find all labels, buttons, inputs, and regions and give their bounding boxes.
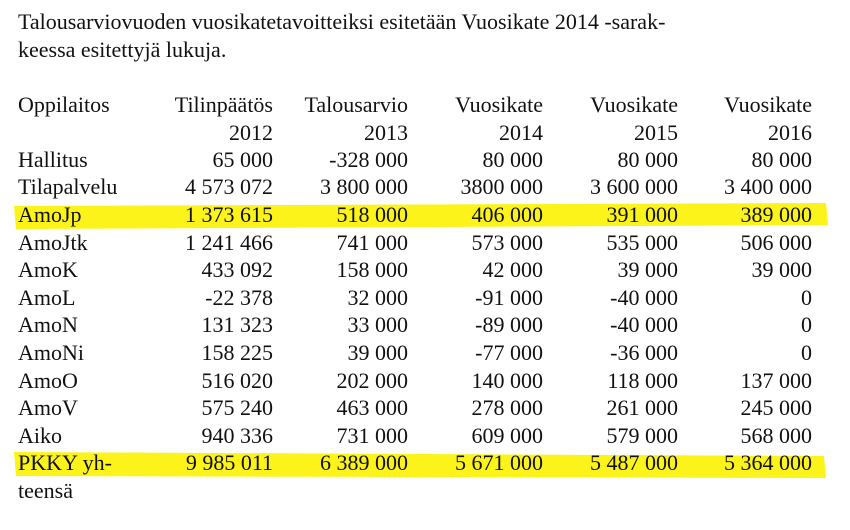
cell: 3 800 000 <box>320 174 408 199</box>
cell: 579 000 <box>606 423 679 448</box>
header-cell: Vuosikate <box>455 92 543 117</box>
cell: 158 000 <box>336 257 409 282</box>
cell: 245 000 <box>740 395 813 420</box>
cell: 202 000 <box>336 368 409 393</box>
cell: 261 000 <box>606 395 679 420</box>
header-cell: Oppilaitos <box>18 92 110 117</box>
cell: -77 000 <box>475 340 543 365</box>
cell: 389 000 <box>740 202 813 227</box>
cell: 80 000 <box>617 147 679 172</box>
cell: 0 <box>801 285 812 310</box>
row-label: PKKY yh- <box>18 450 112 475</box>
cell: 137 000 <box>740 368 813 393</box>
cell: 609 000 <box>471 423 544 448</box>
cell: 42 000 <box>482 257 544 282</box>
cell: 518 000 <box>336 202 409 227</box>
header-cell: 2015 <box>634 120 678 145</box>
row-label: Hallitus <box>18 147 88 172</box>
cell: 65 000 <box>212 147 274 172</box>
cell: 0 <box>801 340 812 365</box>
cell: 575 240 <box>201 395 274 420</box>
cell: 1 241 466 <box>185 230 273 255</box>
cell: -40 000 <box>610 312 678 337</box>
header-cell: Talousarvio <box>304 92 408 117</box>
cell: 433 092 <box>201 257 274 282</box>
cell: 278 000 <box>471 395 544 420</box>
row-label: Aiko <box>18 423 62 448</box>
row-label: AmoK <box>18 257 78 282</box>
cell: 5 671 000 <box>455 450 543 475</box>
row-label: AmoO <box>18 368 78 393</box>
row-label: AmoL <box>18 285 76 310</box>
cell: 158 225 <box>201 340 274 365</box>
row-label: AmoV <box>18 395 78 420</box>
highlight <box>14 452 826 478</box>
row-label: AmoNi <box>18 340 84 365</box>
row-label: AmoJp <box>18 202 82 227</box>
row-label: Tilapalvelu <box>18 174 118 199</box>
cell: 940 336 <box>201 423 274 448</box>
cell: 3 600 000 <box>590 174 678 199</box>
cell: 568 000 <box>740 423 813 448</box>
cell: -91 000 <box>475 285 543 310</box>
cell: 32 000 <box>347 285 409 310</box>
cell: 4 573 072 <box>185 174 273 199</box>
header-cell: Tilinpäätös <box>174 92 273 117</box>
cell: -22 378 <box>205 285 273 310</box>
cell: 9 985 011 <box>185 450 273 475</box>
intro-text: Talousarviovuoden vuosikatetavoitteiksi … <box>18 9 666 34</box>
cell: 131 323 <box>201 312 274 337</box>
row-label: AmoJtk <box>18 230 88 255</box>
cell: 140 000 <box>471 368 544 393</box>
header-cell: 2013 <box>364 120 408 145</box>
cell: 406 000 <box>471 202 544 227</box>
cell: 741 000 <box>336 230 409 255</box>
cell: -40 000 <box>610 285 678 310</box>
cell: 1 373 615 <box>185 202 273 227</box>
highlight <box>14 203 828 229</box>
cell: 3 400 000 <box>724 174 812 199</box>
cell: 573 000 <box>471 230 544 255</box>
header-cell: Vuosikate <box>724 92 812 117</box>
cell: 731 000 <box>336 423 409 448</box>
cell: 80 000 <box>751 147 813 172</box>
header-cell: 2014 <box>499 120 543 145</box>
cell: 39 000 <box>617 257 679 282</box>
cell: -328 000 <box>329 147 408 172</box>
cell: -36 000 <box>610 340 678 365</box>
cell: 5 364 000 <box>724 450 812 475</box>
cell: 516 020 <box>201 368 274 393</box>
header-cell: Vuosikate <box>590 92 678 117</box>
cell: 39 000 <box>751 257 813 282</box>
cell: 463 000 <box>336 395 409 420</box>
cell: -89 000 <box>475 312 543 337</box>
cell: 5 487 000 <box>590 450 678 475</box>
header-cell: 2016 <box>768 120 812 145</box>
cell: 535 000 <box>606 230 679 255</box>
cell: 391 000 <box>606 202 679 227</box>
cell: 80 000 <box>482 147 544 172</box>
cell: 3800 000 <box>460 174 544 199</box>
intro-text: keessa esitettyjä lukuja. <box>18 37 227 62</box>
cell: 118 000 <box>607 368 678 393</box>
header-cell: 2012 <box>229 120 273 145</box>
cell: 39 000 <box>347 340 409 365</box>
cell: 6 389 000 <box>320 450 408 475</box>
row-label: AmoN <box>18 312 78 337</box>
cell: 33 000 <box>347 312 409 337</box>
cell: 0 <box>801 312 812 337</box>
row-label: teensä <box>18 478 73 503</box>
cell: 506 000 <box>740 230 813 255</box>
